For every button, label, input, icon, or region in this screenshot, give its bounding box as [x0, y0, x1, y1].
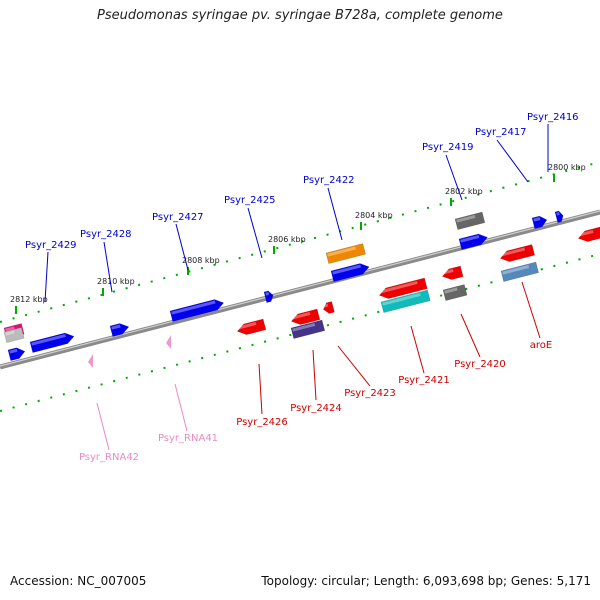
gene-label[interactable]: Psyr_2423	[344, 388, 396, 399]
gene-feature-block[interactable]	[290, 319, 326, 339]
gene-feature-block[interactable]	[577, 226, 600, 244]
gene-label[interactable]: Psyr_2417	[475, 127, 527, 138]
gene-feature-block[interactable]	[325, 243, 366, 264]
gene-label[interactable]: Psyr_2422	[303, 175, 355, 186]
gene-feature-block[interactable]	[378, 277, 428, 301]
rna-feature-glyph[interactable]	[88, 354, 93, 368]
gene-leader-line	[174, 383, 188, 432]
ruler-tick-label: 2802 kbp	[445, 187, 483, 196]
gene-feature-block[interactable]	[380, 289, 431, 313]
gene-feature-block[interactable]	[7, 346, 26, 361]
gene-label[interactable]: aroE	[530, 340, 552, 351]
gene-label[interactable]: Psyr_2429	[25, 240, 77, 251]
gene-feature-block[interactable]	[531, 214, 548, 229]
gene-leader-line	[44, 251, 49, 303]
gene-feature-block[interactable]	[169, 297, 225, 322]
gene-feature-block[interactable]	[236, 318, 267, 337]
gene-label[interactable]: Psyr_2419	[422, 142, 474, 153]
gene-feature-block[interactable]	[29, 331, 75, 353]
gene-leader-line	[96, 402, 110, 451]
gene-leader-line	[103, 241, 113, 293]
gene-feature-block[interactable]	[554, 210, 565, 223]
gene-feature-block[interactable]	[458, 232, 489, 250]
ruler-tick-label: 2806 kbp	[268, 235, 306, 244]
gene-feature-block[interactable]	[109, 321, 130, 337]
gene-label[interactable]: Psyr_2424	[290, 403, 342, 414]
gene-label[interactable]: Psyr_2421	[398, 375, 450, 386]
ruler-tick-label: 2804 kbp	[355, 211, 393, 220]
gene-feature-block[interactable]	[500, 261, 539, 282]
gene-label[interactable]: Psyr_2416	[527, 112, 579, 123]
ruler-tick-label: 2812 kbp	[10, 295, 48, 304]
ruler-tick-label: 2800 kbp	[548, 163, 586, 172]
gene-feature-block[interactable]	[263, 290, 274, 303]
page-title: Pseudomonas syringae pv. syringae B728a,…	[97, 8, 503, 23]
gene-feature-block[interactable]	[322, 301, 335, 314]
ruler-tick-label: 2810 kbp	[97, 277, 135, 286]
gene-feature-block[interactable]	[290, 308, 321, 327]
accession-text: Accession: NC_007005	[10, 574, 147, 588]
gene-label[interactable]: Psyr_2425	[224, 195, 276, 206]
genome-backbone	[0, 209, 600, 370]
gene-label[interactable]: Psyr_2420	[454, 359, 506, 370]
gene-label[interactable]: Psyr_RNA41	[158, 433, 218, 444]
gene-leader-line	[247, 207, 263, 259]
gene-leader-line	[445, 154, 463, 201]
gene-feature-block[interactable]	[330, 261, 371, 282]
gene-leader-line	[175, 223, 189, 271]
gene-leader-line	[337, 345, 371, 387]
gene-leader-line	[521, 281, 541, 339]
gene-feature-block[interactable]	[454, 211, 486, 230]
gene-leader-line	[258, 363, 263, 415]
gene-feature-block[interactable]	[3, 327, 25, 343]
genome-backbone-highlight	[0, 210, 600, 367]
gene-feature-block[interactable]	[441, 265, 464, 282]
gene-leader-line	[312, 349, 317, 401]
gene-label[interactable]: Psyr_RNA42	[79, 452, 139, 463]
gene-leader-line	[460, 313, 481, 358]
ruler-tick-label: 2808 kbp	[182, 256, 220, 265]
gene-feature-block[interactable]	[499, 244, 535, 263]
gene-feature-block[interactable]	[442, 284, 468, 301]
gene-label[interactable]: Psyr_2426	[236, 417, 288, 428]
rna-feature-glyph[interactable]	[166, 335, 171, 349]
gene-leader-line	[410, 325, 425, 374]
gene-label[interactable]: Psyr_2428	[80, 229, 132, 240]
gene-leader-line	[327, 187, 343, 241]
genome-summary-text: Topology: circular; Length: 6,093,698 bp…	[261, 574, 591, 588]
gene-label[interactable]: Psyr_2427	[152, 212, 204, 223]
gene-leader-line	[496, 139, 529, 183]
